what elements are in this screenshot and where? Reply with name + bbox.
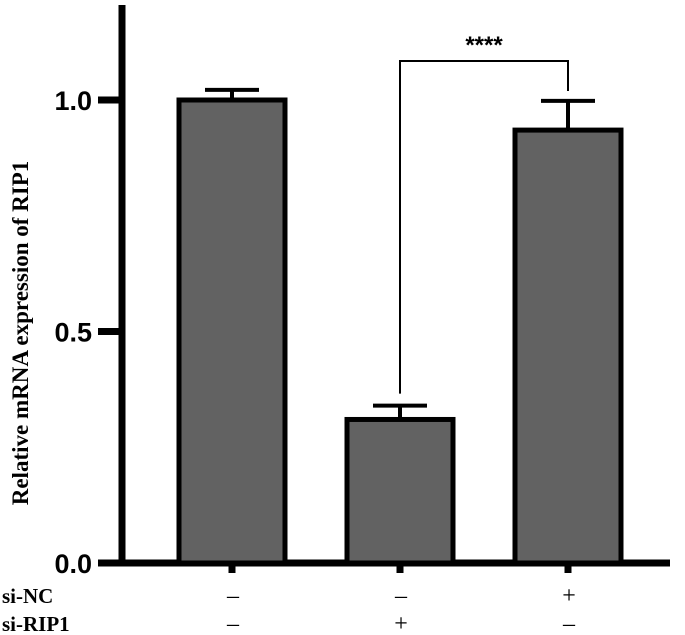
condition-sign: – [226, 583, 240, 609]
bar-group [176, 87, 288, 566]
bar [344, 416, 456, 566]
bracket-line [399, 60, 569, 394]
y-axis-label: Relative mRNA expression of RIP1 [8, 161, 33, 506]
condition-row: si-RIP1 – + – [2, 611, 576, 635]
condition-sign: – [562, 611, 576, 635]
bar [176, 97, 288, 566]
labels: 0.0 0.5 1.0 Relative mRNA expression of RIP… [2, 32, 576, 635]
significance-label: **** [465, 32, 503, 59]
bars [176, 87, 624, 566]
condition-sign: + [562, 583, 576, 609]
bar-group [512, 98, 624, 566]
condition-sign: – [226, 611, 240, 635]
bar-group [344, 403, 456, 566]
y-tick-label: 0.5 [54, 318, 92, 348]
condition-sign: – [394, 583, 408, 609]
y-tick-label: 0.0 [54, 549, 92, 579]
bar [512, 127, 624, 566]
y-tick-label: 1.0 [54, 86, 92, 116]
condition-sign: + [394, 611, 408, 635]
condition-row: si-NC – – + [2, 583, 576, 609]
significance-bracket: **** [399, 32, 569, 394]
condition-label: si-NC [2, 584, 53, 608]
condition-label: si-RIP1 [2, 612, 70, 635]
